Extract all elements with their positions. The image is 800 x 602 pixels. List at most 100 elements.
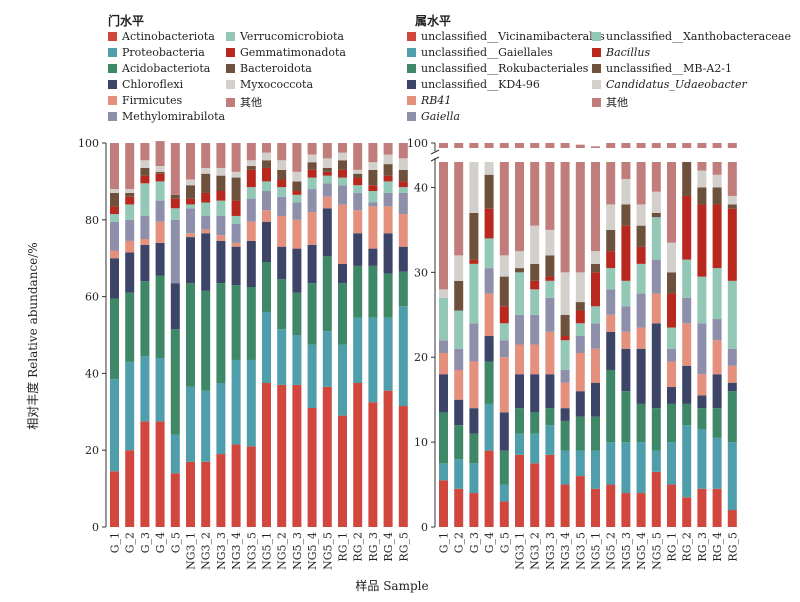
bar-segment-other bbox=[110, 143, 119, 190]
bar-segment-firmicutes bbox=[110, 250, 119, 259]
bar-segment-unclassified-rokubacteriales bbox=[545, 408, 555, 426]
bar-segment-unclassified-kd4-96 bbox=[727, 382, 737, 392]
bar-segment-bacteroidota bbox=[246, 166, 256, 170]
bar-segment-chloroflexi bbox=[307, 244, 317, 284]
bar-segment-unclassified-rokubacteriales bbox=[727, 391, 737, 443]
bar-segment-proteobacteria bbox=[216, 383, 226, 455]
bar-segment-proteobacteria bbox=[307, 344, 317, 408]
bar-segment-unclassified-kd4-96 bbox=[454, 399, 464, 426]
bar-segment-gemmatimonadota bbox=[277, 179, 287, 188]
bar-segment-methylomirabilota bbox=[186, 208, 195, 234]
bar-segment-firmicutes bbox=[398, 214, 408, 247]
bar-segment-actinobacteriota bbox=[110, 471, 119, 527]
x-tick-label: RG_1 bbox=[666, 532, 679, 562]
x-axis-label: 样品 Sample bbox=[355, 578, 428, 593]
bar-segment-myxococcota bbox=[322, 158, 332, 168]
bar-segment-actinobacteriota bbox=[338, 415, 347, 527]
bar-segment-actinobacteriota bbox=[322, 386, 332, 527]
bar-segment-rb41 bbox=[439, 352, 448, 375]
bar-segment-proteobacteria bbox=[231, 359, 241, 445]
bar-segment-gaiella bbox=[621, 306, 631, 332]
bar-segment-unclassified-vicinamibacterales bbox=[484, 450, 494, 527]
bar-segment-other bbox=[140, 143, 150, 161]
bar-segment-gaiella bbox=[712, 319, 722, 341]
bar-segment-unclassified-xanthobacteraceae bbox=[575, 323, 585, 337]
bar-segment-unclassified-gaiellales bbox=[697, 429, 707, 489]
bar-segment-bacillus bbox=[560, 336, 570, 341]
bar-segment-unclassified-kd4-96 bbox=[484, 336, 494, 362]
legend-item-unclassified-xanthobacteraceae: unclassified__Xanthobacteraceae bbox=[592, 30, 791, 43]
bar-segment-candidatus-udaeobacter bbox=[575, 272, 585, 303]
bar-segment-unclassified-rokubacteriales bbox=[499, 450, 509, 485]
bar-segment-gemmatimonadota bbox=[186, 198, 195, 205]
bar-segment-actinobacteriota bbox=[246, 446, 256, 527]
bar-segment-rb41 bbox=[651, 293, 661, 324]
bar-segment-firmicutes bbox=[140, 239, 150, 245]
bar-segment-acidobacteriota bbox=[338, 283, 347, 345]
bar-segment-other bbox=[307, 143, 317, 155]
bar-segment-firmicutes bbox=[262, 210, 271, 222]
bar-segment-candidatus-udaeobacter bbox=[530, 225, 540, 264]
bar-segment-verrucomicrobiota bbox=[186, 204, 195, 209]
bar-segment-unclassified-vicinamibacterales bbox=[439, 480, 448, 527]
x-tick-label: NG3_5 bbox=[574, 532, 587, 570]
x-tick-label: NG5_2 bbox=[605, 532, 618, 570]
bar-segment-methylomirabilota bbox=[277, 196, 287, 216]
bar-segment-chloroflexi bbox=[368, 248, 378, 266]
x-tick-label: NG5_4 bbox=[635, 532, 648, 570]
legend-label: unclassified__Xanthobacteraceae bbox=[606, 30, 791, 43]
bar-segment-gemmatimonadota bbox=[155, 173, 165, 182]
bar-segment-verrucomicrobiota bbox=[246, 187, 256, 199]
bar-segment-bacteroidota bbox=[155, 171, 165, 174]
bar-segment-unclassified-xanthobacteraceae bbox=[682, 259, 692, 298]
legend-item-other: 其他 bbox=[592, 94, 628, 110]
bar-segment-chloroflexi bbox=[170, 283, 180, 330]
bar-segment-actinobacteriota bbox=[125, 450, 135, 527]
bar-segment-chloroflexi bbox=[201, 233, 211, 291]
legend-label: Proteobacteria bbox=[122, 46, 205, 59]
bar-segment-unclassified-mb-a2-1 bbox=[667, 272, 676, 294]
bar-segment-acidobacteriota bbox=[322, 256, 332, 332]
bar-segment-gemmatimonadota bbox=[110, 206, 119, 215]
y-tick-label: 40 bbox=[85, 367, 99, 380]
bar-segment-acidobacteriota bbox=[216, 283, 226, 383]
bar-segment-myxococcota bbox=[307, 154, 317, 163]
bar-segment-unclassified-mb-a2-1 bbox=[591, 263, 600, 273]
bar-segment-unclassified-kd4-96 bbox=[439, 374, 448, 413]
bar-segment-methylomirabilota bbox=[353, 192, 363, 211]
legend-item-acidobacteriota: Acidobacteriota bbox=[108, 62, 210, 75]
legend-label: Acidobacteriota bbox=[122, 62, 211, 75]
bar-segment-methylomirabilota bbox=[338, 185, 347, 205]
bar-segment-unclassified-kd4-96 bbox=[560, 408, 570, 421]
bar-segment-gaiella bbox=[682, 297, 692, 324]
bar-segment-other bbox=[621, 143, 631, 148]
legend-item-rb41: RB41 bbox=[407, 94, 451, 107]
legend-swatch bbox=[592, 48, 601, 57]
bar-segment-unclassified-kd4-96 bbox=[697, 395, 707, 409]
bar-segment-methylomirabilota bbox=[307, 189, 317, 213]
bar-segment-unclassified-kd4-96 bbox=[469, 408, 479, 434]
bar-segment-unclassified-xanthobacteraceae bbox=[621, 280, 631, 307]
bar-segment-unclassified-kd4-96 bbox=[530, 374, 540, 413]
bar-segment-unclassified-rokubacteriales bbox=[712, 408, 722, 438]
bar-segment-verrucomicrobiota bbox=[398, 187, 408, 193]
x-tick-label: NG5_3 bbox=[620, 532, 633, 570]
bar-segment-unclassified-kd4-96 bbox=[499, 412, 509, 451]
bar-segment-unclassified-vicinamibacterales bbox=[499, 501, 509, 527]
x-tick-label: NG5_5 bbox=[650, 532, 663, 570]
bar-segment-unclassified-kd4-96 bbox=[667, 386, 676, 404]
legend-item-gaiella: Gaiella bbox=[407, 110, 460, 123]
bar-segment-unclassified-mb-a2-1 bbox=[621, 204, 631, 226]
x-tick-label: NG3_2 bbox=[200, 532, 213, 570]
bar-segment-unclassified-rokubacteriales bbox=[651, 408, 661, 451]
legend-label: 其他 bbox=[240, 96, 262, 109]
bar-segment-other bbox=[515, 162, 524, 252]
bar-segment-gemmatimonadota bbox=[216, 191, 226, 201]
bar-segment-chloroflexi bbox=[216, 240, 226, 284]
legend-item-unclassified-gaiellales: unclassified__Gaiellales bbox=[407, 46, 553, 59]
legend-label: Actinobacteriota bbox=[122, 30, 215, 43]
bar-segment-firmicutes bbox=[246, 221, 256, 241]
legend-swatch bbox=[407, 80, 416, 89]
bar-segment-firmicutes bbox=[383, 206, 393, 234]
